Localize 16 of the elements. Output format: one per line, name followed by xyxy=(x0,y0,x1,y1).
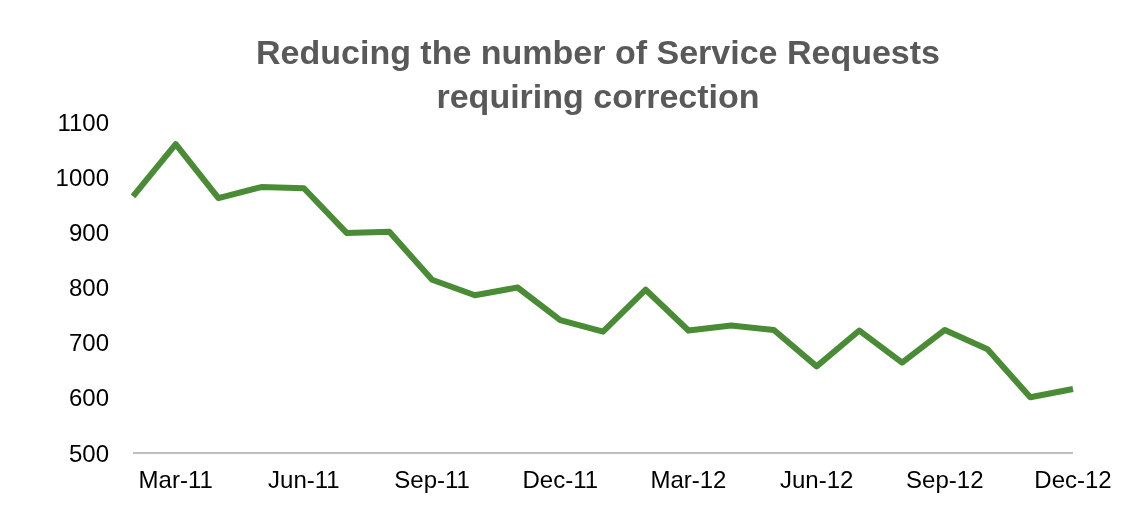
chart-title: Reducing the number of Service Requests requiring correction xyxy=(255,32,941,117)
x-tick-label: Jun-11 xyxy=(268,466,340,494)
y-tick-label: 600 xyxy=(68,384,109,412)
x-tick-label: Mar-12 xyxy=(650,466,727,494)
x-tick-label: Jun-12 xyxy=(779,466,854,494)
y-tick-label: 500 xyxy=(68,439,109,467)
y-tick-label: 800 xyxy=(68,274,109,302)
y-tick-label: 900 xyxy=(68,218,109,246)
y-tick-label: 700 xyxy=(68,329,109,357)
x-tick-label: Sep-11 xyxy=(394,466,470,494)
y-tick-label: 1000 xyxy=(55,163,109,191)
x-tick-label: Dec-11 xyxy=(522,466,599,494)
x-tick-label: Dec-12 xyxy=(1034,466,1112,494)
x-tick-label: Mar-11 xyxy=(138,466,213,494)
x-tick-label: Sep-12 xyxy=(906,466,984,494)
y-tick-label: 1100 xyxy=(57,108,109,136)
